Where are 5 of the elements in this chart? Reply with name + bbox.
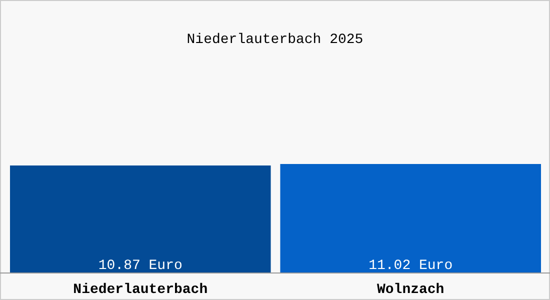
chart-title: Niederlauterbach 2025 (186, 32, 364, 48)
data-label: 10.87 Euro (98, 258, 182, 274)
data-label: 11.02 Euro (368, 258, 453, 274)
x-tick-label: Wolnzach (377, 282, 444, 298)
x-tick-label: Niederlauterbach (73, 282, 208, 298)
